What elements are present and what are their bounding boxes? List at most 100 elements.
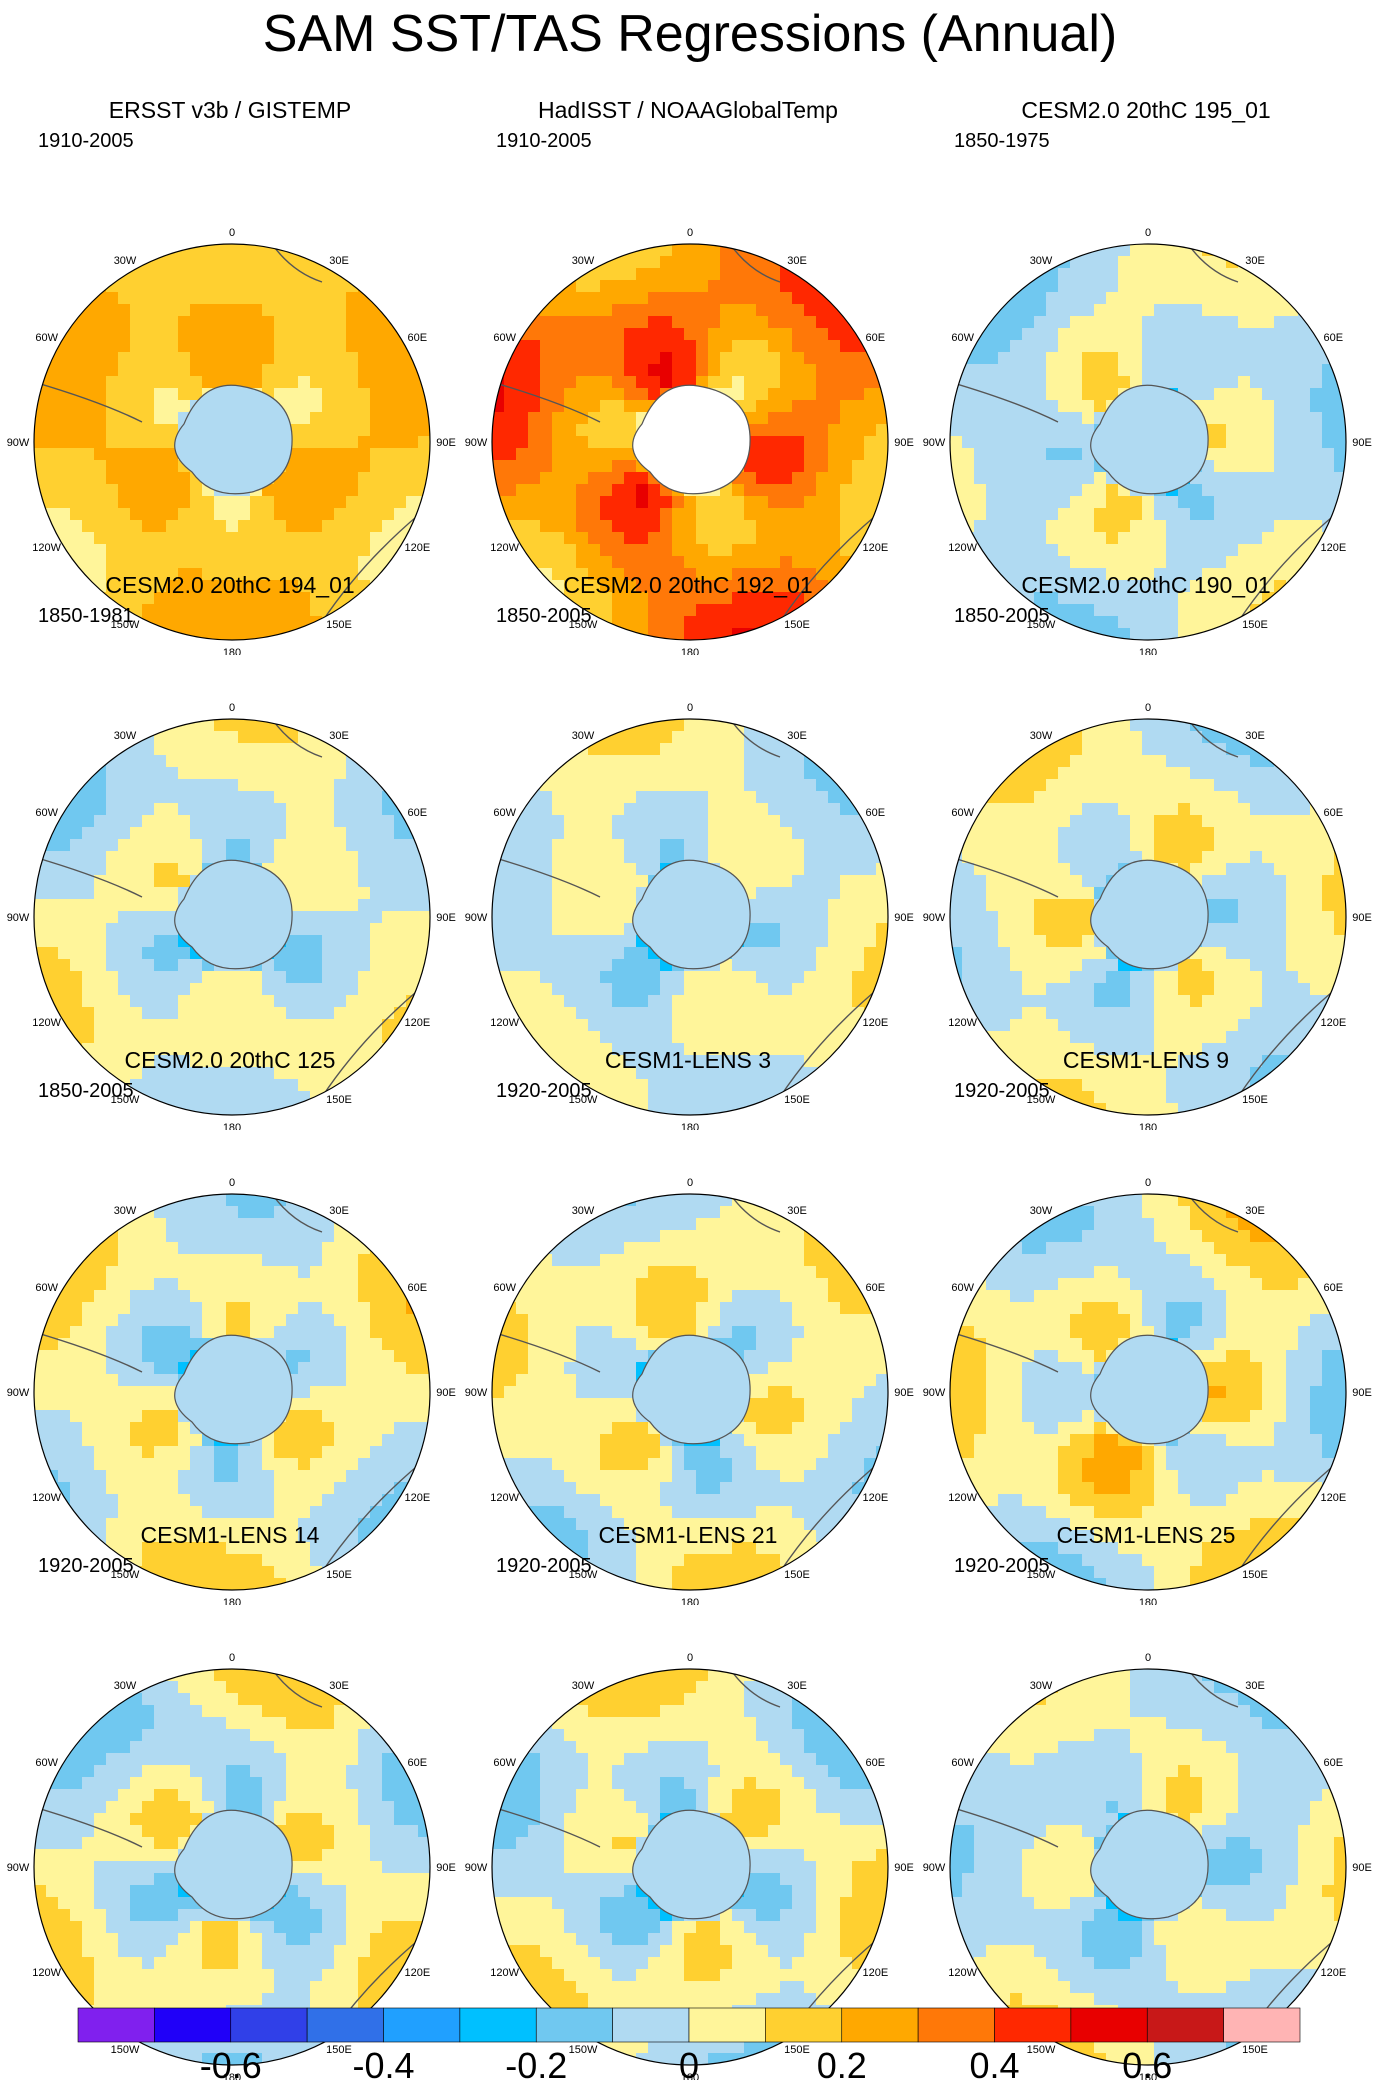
- field-cell: [82, 520, 95, 533]
- field-cell: [708, 604, 721, 617]
- field-cell: [708, 767, 721, 780]
- field-cell: [540, 556, 553, 569]
- field-cell: [780, 364, 793, 377]
- field-cell: [732, 556, 745, 569]
- field-cell: [130, 412, 143, 425]
- field-cell: [238, 364, 251, 377]
- field-cell: [540, 791, 553, 804]
- field-cell: [310, 779, 323, 792]
- field-cell: [732, 508, 745, 521]
- field-cell: [1130, 328, 1143, 341]
- field-cell: [334, 971, 347, 984]
- field-cell: [298, 352, 311, 365]
- field-cell: [950, 424, 963, 437]
- field-cell: [564, 484, 577, 497]
- field-cell: [612, 364, 625, 377]
- field-cell: [286, 592, 299, 605]
- field-cell: [250, 520, 263, 533]
- field-cell: [744, 827, 757, 840]
- field-cell: [94, 995, 107, 1008]
- field-cell: [406, 911, 419, 924]
- field-cell: [190, 508, 203, 521]
- field-cell: [876, 827, 888, 840]
- field-cell: [358, 743, 371, 756]
- field-cell: [840, 743, 853, 756]
- field-cell: [1274, 256, 1287, 269]
- field-cell: [576, 484, 589, 497]
- field-cell: [370, 448, 383, 461]
- field-cell: [1310, 268, 1323, 281]
- field-cell: [370, 827, 383, 840]
- field-cell: [804, 328, 817, 341]
- field-cell: [358, 472, 371, 485]
- field-cell: [190, 863, 203, 876]
- field-cell: [1262, 388, 1275, 401]
- field-cell: [202, 520, 215, 533]
- field-cell: [624, 731, 637, 744]
- field-cell: [828, 424, 841, 437]
- field-cell: [816, 304, 829, 317]
- field-cell: [286, 460, 299, 473]
- field-cell: [406, 484, 419, 497]
- field-cell: [528, 508, 541, 521]
- field-cell: [720, 803, 733, 816]
- field-cell: [178, 983, 191, 996]
- field-cell: [504, 412, 517, 425]
- field-cell: [1226, 472, 1239, 485]
- field-cell: [418, 971, 430, 984]
- field-cell: [418, 496, 430, 509]
- field-cell: [1250, 472, 1263, 485]
- field-cell: [1214, 496, 1227, 509]
- field-cell: [624, 791, 637, 804]
- longitude-label: 120E: [862, 542, 888, 554]
- field-cell: [588, 911, 601, 924]
- field-cell: [1274, 304, 1287, 317]
- field-cell: [864, 448, 877, 461]
- field-cell: [250, 568, 263, 581]
- field-cell: [142, 1043, 155, 1056]
- field-cell: [756, 496, 769, 509]
- field-cell: [238, 244, 251, 257]
- field-cell: [214, 779, 227, 792]
- field-cell: [552, 520, 565, 533]
- field-cell: [624, 592, 637, 605]
- field-cell: [394, 779, 407, 792]
- field-cell: [1322, 448, 1335, 461]
- field-cell: [804, 400, 817, 413]
- field-cell: [756, 448, 769, 461]
- field-cell: [684, 352, 697, 365]
- field-cell: [804, 364, 817, 377]
- field-cell: [576, 352, 589, 365]
- field-cell: [564, 568, 577, 581]
- field-cell: [516, 851, 529, 864]
- field-cell: [986, 352, 999, 365]
- field-cell: [250, 328, 263, 341]
- field-cell: [588, 352, 601, 365]
- field-cell: [792, 779, 805, 792]
- field-cell: [1046, 436, 1059, 449]
- field-cell: [1286, 448, 1299, 461]
- field-cell: [202, 604, 215, 617]
- field-cell: [528, 316, 541, 329]
- field-cell: [804, 532, 817, 545]
- field-cell: [600, 863, 613, 876]
- field-cell: [154, 923, 167, 936]
- field-cell: [516, 484, 529, 497]
- field-cell: [636, 484, 649, 497]
- field-cell: [418, 791, 430, 804]
- field-cell: [974, 244, 987, 257]
- field-cell: [732, 863, 745, 876]
- field-cell: [612, 292, 625, 305]
- field-cell: [166, 568, 179, 581]
- field-cell: [1262, 424, 1275, 437]
- field-cell: [876, 424, 888, 437]
- field-cell: [1022, 352, 1035, 365]
- field-cell: [250, 544, 263, 557]
- field-cell: [202, 1079, 215, 1092]
- field-cell: [1082, 364, 1095, 377]
- field-cell: [840, 376, 853, 389]
- field-cell: [708, 731, 721, 744]
- field-cell: [310, 923, 323, 936]
- field-cell: [46, 484, 59, 497]
- field-cell: [238, 616, 251, 629]
